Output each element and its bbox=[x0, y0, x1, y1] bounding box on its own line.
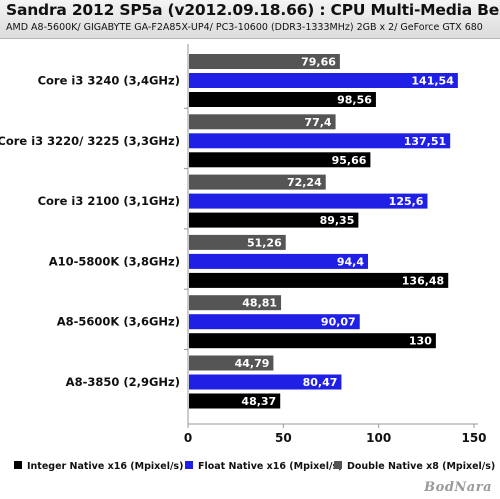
data-label: 77,4 bbox=[304, 116, 331, 129]
data-label: 48,81 bbox=[242, 297, 277, 310]
data-label: 80,47 bbox=[303, 376, 338, 389]
data-label: 125,6 bbox=[389, 195, 424, 208]
chart-header: Sandra 2012 SP5a (v2012.09.18.66) : CPU … bbox=[0, 0, 500, 39]
category-label: Core i3 2100 (3,1GHz) bbox=[38, 194, 180, 208]
x-tick-label: 50 bbox=[275, 431, 292, 445]
bar-integer bbox=[189, 393, 281, 409]
chart-title: Sandra 2012 SP5a (v2012.09.18.66) : CPU … bbox=[6, 1, 500, 19]
bar-double bbox=[189, 295, 282, 311]
bar-double bbox=[189, 54, 340, 69]
data-label: 48,37 bbox=[241, 395, 276, 408]
bar-double bbox=[189, 355, 274, 371]
data-label: 44,79 bbox=[235, 357, 270, 370]
legend-swatch bbox=[185, 461, 193, 469]
data-label: 136,48 bbox=[402, 274, 444, 287]
bar-float bbox=[189, 253, 368, 269]
category-label: A8-3850 (2,9GHz) bbox=[66, 375, 180, 389]
bar-integer bbox=[189, 92, 376, 107]
data-label: 72,24 bbox=[287, 176, 322, 189]
x-tick-label: 150 bbox=[461, 431, 486, 445]
legend-label: Float Native x16 (Mpixel/s) bbox=[198, 461, 342, 472]
category-label: A8-5600K (3,6GHz) bbox=[57, 315, 180, 329]
data-label: 51,26 bbox=[247, 236, 282, 249]
bar-integer bbox=[189, 152, 371, 168]
bar-double bbox=[189, 174, 326, 190]
bar-float bbox=[189, 73, 458, 88]
data-label: 89,35 bbox=[320, 214, 355, 227]
bar-double bbox=[189, 114, 336, 130]
bar-integer bbox=[189, 272, 449, 288]
data-label: 79,66 bbox=[301, 56, 336, 69]
legend-label: Integer Native x16 (Mpixel/s) bbox=[27, 461, 183, 472]
bar-float bbox=[189, 374, 342, 390]
category-label: A10-5800K (3,8GHz) bbox=[49, 254, 180, 268]
bar-float bbox=[189, 193, 428, 209]
bar-float bbox=[189, 133, 451, 149]
category-label: Core i3 3240 (3,4GHz) bbox=[38, 74, 180, 88]
data-label: 94,4 bbox=[337, 255, 364, 268]
data-label: 95,66 bbox=[332, 154, 367, 167]
data-label: 98,56 bbox=[337, 94, 372, 107]
bar-double bbox=[189, 234, 286, 250]
legend-swatch bbox=[14, 461, 22, 469]
x-tick-label: 100 bbox=[366, 431, 391, 445]
bar-float bbox=[189, 314, 360, 330]
bar-integer bbox=[189, 212, 359, 228]
watermark-logo: BodNara bbox=[424, 480, 492, 495]
chart-subtitle: AMD A8-5600K/ GIGABYTE GA-F2A85X-UP4/ PC… bbox=[6, 22, 483, 33]
data-label: 130 bbox=[409, 335, 432, 348]
x-tick-label: 0 bbox=[184, 431, 192, 445]
category-label: Core i3 3220/ 3225 (3,3GHz) bbox=[0, 134, 180, 148]
legend-swatch bbox=[334, 461, 342, 469]
bar-integer bbox=[189, 333, 436, 349]
legend-label: Double Native x8 (Mpixel/s) bbox=[347, 461, 495, 472]
data-label: 90,07 bbox=[321, 316, 356, 329]
data-label: 137,51 bbox=[404, 135, 446, 148]
data-label: 141,54 bbox=[411, 75, 454, 88]
